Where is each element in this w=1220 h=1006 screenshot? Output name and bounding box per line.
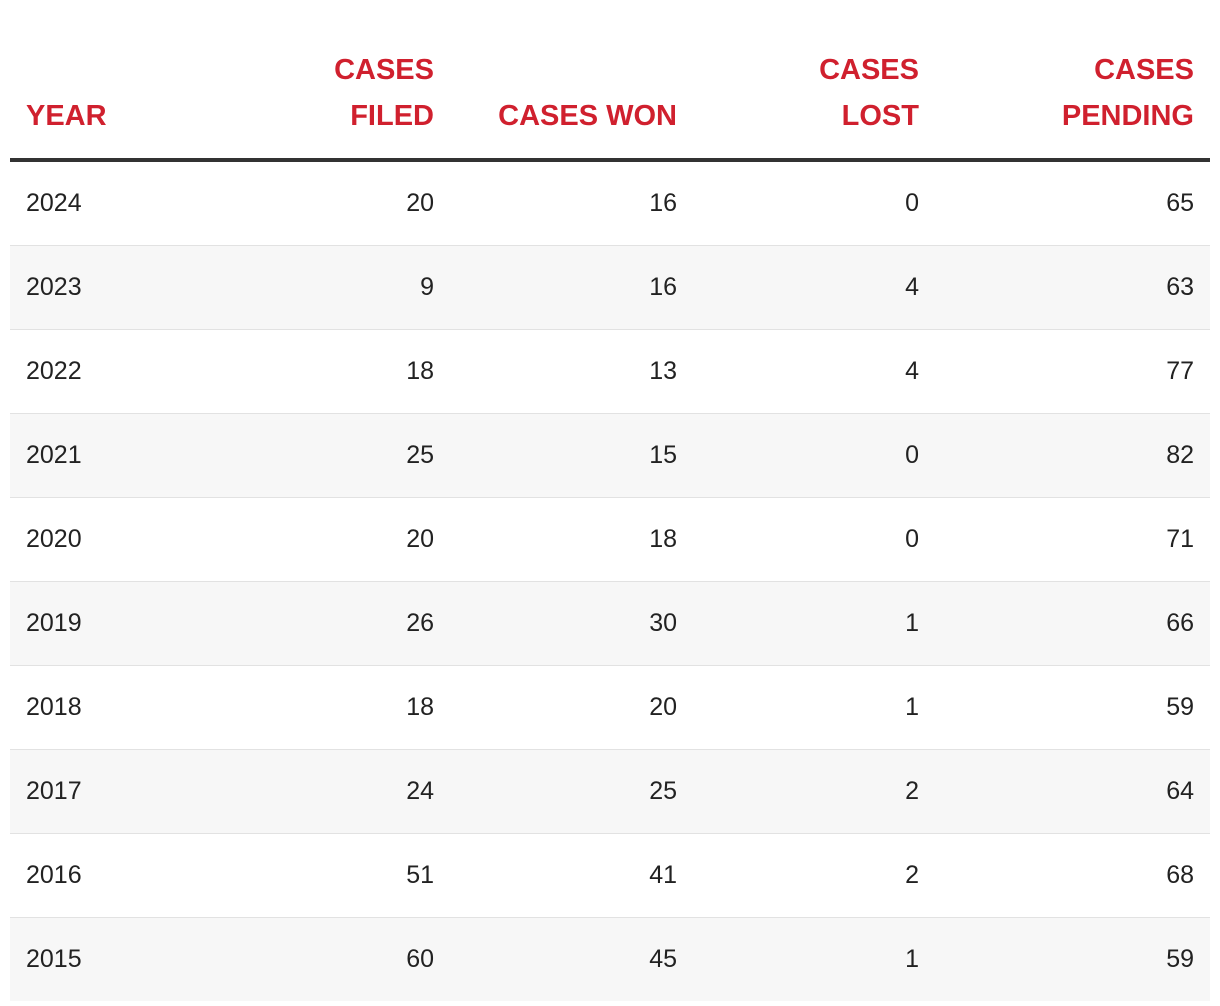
- header-line: PENDING: [1061, 100, 1194, 132]
- cell-cases-pending: 66: [935, 581, 1210, 666]
- cell-cases-won: 13: [450, 329, 693, 414]
- cell-year: 2024: [10, 160, 200, 246]
- column-header-cases-lost: CASES LOST: [693, 0, 935, 162]
- cell-year: 2017: [10, 749, 200, 834]
- table-row: 2020 20 18 0 71: [10, 497, 1210, 582]
- column-header-cases-pending: CASES PENDING: [935, 0, 1210, 162]
- header-line: CASES: [819, 54, 919, 86]
- cell-cases-won: 16: [450, 245, 693, 330]
- cell-cases-pending: 63: [935, 245, 1210, 330]
- cell-cases-lost: 2: [693, 749, 935, 834]
- table-row: 2018 18 20 1 59: [10, 665, 1210, 750]
- cell-cases-lost: 0: [693, 160, 935, 246]
- cell-cases-pending: 64: [935, 749, 1210, 834]
- cases-table: YEAR CASES FILED CASES WON CASES LOST CA…: [10, 0, 1210, 1001]
- cell-cases-lost: 4: [693, 245, 935, 330]
- header-row: YEAR CASES FILED CASES WON CASES LOST CA…: [10, 0, 1210, 162]
- cell-cases-pending: 77: [935, 329, 1210, 414]
- table-body: 2024 20 16 0 65 2023 9 16 4 63 2022 18 1…: [10, 160, 1210, 1001]
- cell-cases-lost: 2: [693, 833, 935, 918]
- cell-year: 2016: [10, 833, 200, 918]
- cell-cases-pending: 65: [935, 160, 1210, 246]
- table-header: YEAR CASES FILED CASES WON CASES LOST CA…: [10, 0, 1210, 162]
- column-header-year: YEAR: [10, 0, 200, 162]
- table-row: 2016 51 41 2 68: [10, 833, 1210, 918]
- cell-cases-filed: 51: [200, 833, 450, 918]
- table-row: 2015 60 45 1 59: [10, 917, 1210, 1001]
- cell-cases-filed: 25: [200, 413, 450, 498]
- cell-cases-lost: 0: [693, 497, 935, 582]
- cell-cases-won: 15: [450, 413, 693, 498]
- column-header-cases-filed: CASES FILED: [200, 0, 450, 162]
- cell-year: 2020: [10, 497, 200, 582]
- cell-cases-won: 45: [450, 917, 693, 1001]
- cell-cases-pending: 59: [935, 917, 1210, 1001]
- header-line: CASES: [1094, 54, 1194, 86]
- cell-cases-pending: 68: [935, 833, 1210, 918]
- cell-cases-won: 25: [450, 749, 693, 834]
- table-row: 2021 25 15 0 82: [10, 413, 1210, 498]
- cell-cases-filed: 9: [200, 245, 450, 330]
- cell-cases-lost: 0: [693, 413, 935, 498]
- header-line: LOST: [841, 100, 919, 132]
- column-header-cases-won: CASES WON: [450, 0, 693, 162]
- cell-cases-pending: 82: [935, 413, 1210, 498]
- cell-cases-won: 16: [450, 160, 693, 246]
- cell-year: 2018: [10, 665, 200, 750]
- cell-cases-filed: 24: [200, 749, 450, 834]
- cell-year: 2021: [10, 413, 200, 498]
- header-line: CASES WON: [498, 100, 677, 132]
- cell-cases-lost: 1: [693, 581, 935, 666]
- cell-cases-won: 41: [450, 833, 693, 918]
- cell-cases-won: 20: [450, 665, 693, 750]
- cell-cases-filed: 60: [200, 917, 450, 1001]
- cell-year: 2019: [10, 581, 200, 666]
- table-row: 2024 20 16 0 65: [10, 160, 1210, 246]
- cell-year: 2015: [10, 917, 200, 1001]
- header-line: CASES: [334, 54, 434, 86]
- cell-cases-pending: 71: [935, 497, 1210, 582]
- cell-cases-filed: 20: [200, 160, 450, 246]
- cell-cases-filed: 18: [200, 329, 450, 414]
- cell-year: 2023: [10, 245, 200, 330]
- table-row: 2019 26 30 1 66: [10, 581, 1210, 666]
- cell-cases-filed: 26: [200, 581, 450, 666]
- cell-cases-filed: 20: [200, 497, 450, 582]
- cell-cases-lost: 1: [693, 665, 935, 750]
- table-row: 2022 18 13 4 77: [10, 329, 1210, 414]
- cell-year: 2022: [10, 329, 200, 414]
- table-row: 2017 24 25 2 64: [10, 749, 1210, 834]
- cases-table-container: YEAR CASES FILED CASES WON CASES LOST CA…: [10, 0, 1210, 1001]
- cell-cases-filed: 18: [200, 665, 450, 750]
- cell-cases-won: 18: [450, 497, 693, 582]
- header-line: FILED: [350, 100, 434, 132]
- header-line: YEAR: [26, 100, 107, 132]
- cell-cases-pending: 59: [935, 665, 1210, 750]
- cell-cases-lost: 1: [693, 917, 935, 1001]
- table-row: 2023 9 16 4 63: [10, 245, 1210, 330]
- cell-cases-won: 30: [450, 581, 693, 666]
- cell-cases-lost: 4: [693, 329, 935, 414]
